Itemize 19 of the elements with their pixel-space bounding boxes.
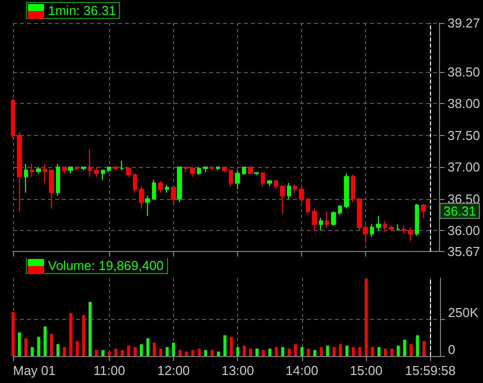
x-tick-label: 14:00 [286,363,318,378]
x-tick-label: May 01 [13,363,56,378]
y-tick-label: 36.00 [447,223,480,238]
y-tick-label: 38.50 [447,64,480,80]
y-tick-label: 35.67 [447,244,480,259]
y-tick-label: 0 [448,342,456,357]
y-tick-label: 39.27 [447,16,480,30]
x-tick-label: 15:59:58 [405,363,456,378]
x-tick-label: 12:00 [157,363,190,378]
y-tick-label: 38.00 [447,96,480,112]
chart-title: Volume: 19,869,400 [48,258,164,273]
y-tick-label: 37.50 [447,128,480,143]
x-tick-label: 15:00 [350,363,382,378]
annotation: 36.31 [443,203,476,218]
x-tick-label: 11:00 [94,363,126,378]
chart-title: 1min: 36.31 [48,3,116,18]
y-tick-label: 250K [448,305,479,320]
y-tick-label: 37.00 [447,160,480,175]
x-tick-label: 13:00 [221,363,254,378]
